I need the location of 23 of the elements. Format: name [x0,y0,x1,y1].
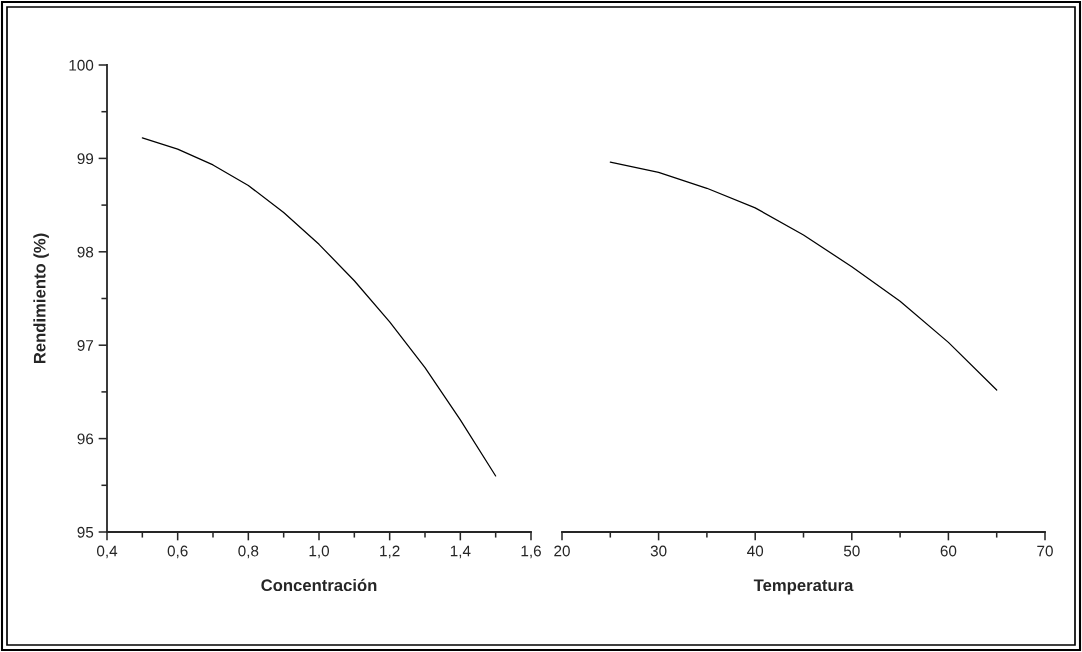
x-axis-title: Temperatura [753,579,854,595]
y-tick-label: 100 [69,59,94,71]
y-tick-label: 97 [77,340,94,351]
x-tick-label: 30 [650,545,667,557]
x-tick-label: 0,8 [238,545,259,559]
y-tick-label: 99 [77,153,94,165]
y-tick-label: 95 [77,526,94,538]
line-series [141,137,497,477]
x-tick-label: 1,4 [450,545,471,559]
y-tick-label: 96 [77,433,94,445]
x-tick-label: 50 [843,545,860,557]
x-tick-label: 1,0 [309,545,330,559]
x-tick-label: 1,2 [380,545,400,559]
y-axis-title: Rendimiento (%) [33,233,49,364]
x-tick-label: 60 [940,545,957,557]
y-tick-label: 98 [77,246,94,258]
x-tick-label: 40 [747,545,764,557]
x-tick-label: 20 [554,545,570,557]
x-tick-label: 1,6 [521,545,541,559]
x-axis-title: Concentración [261,578,377,592]
x-tick-label: 0,6 [167,545,188,559]
x-tick-label: 0,4 [96,545,118,559]
x-tick-label: 70 [1037,545,1053,557]
